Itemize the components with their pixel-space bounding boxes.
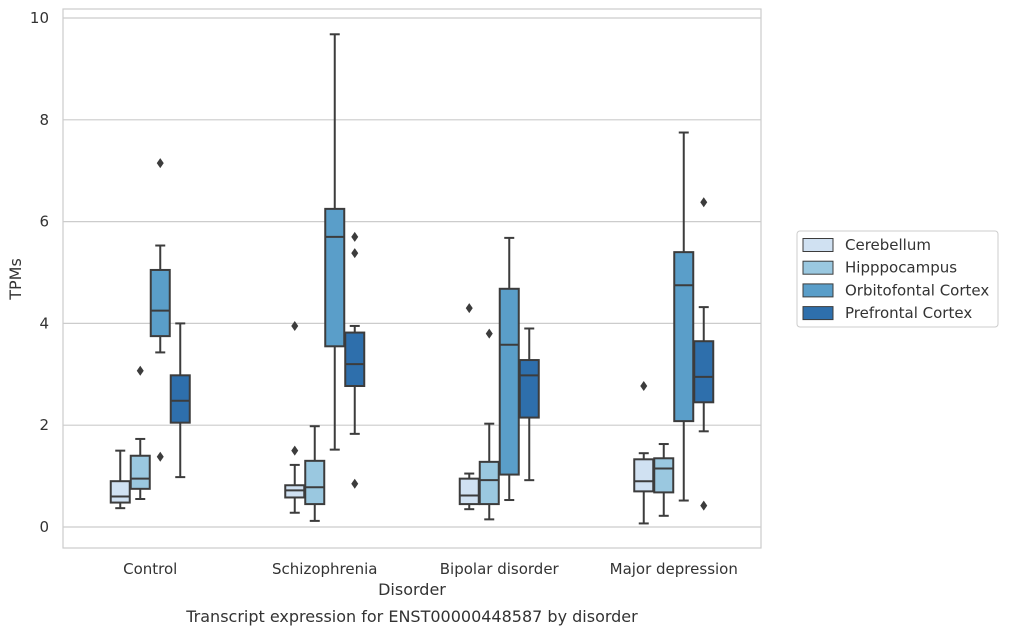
legend-swatch-prefrontal-cortex xyxy=(802,306,834,321)
box-prefrontal-cortex-control xyxy=(169,322,191,479)
box-body xyxy=(324,207,346,348)
box-body xyxy=(633,458,655,493)
box-body xyxy=(304,459,326,506)
outlier-point xyxy=(351,248,359,259)
legend-label-cerebellum: Cerebellum xyxy=(845,236,931,254)
legend-label-prefrontal-cortex: Prefrontal Cortex xyxy=(845,304,972,322)
outlier-point xyxy=(136,365,144,376)
y-axis-label: TPMs xyxy=(6,258,25,301)
box-prefrontal-cortex-major-depression xyxy=(693,197,715,511)
legend-swatch-cerebellum xyxy=(802,238,834,252)
x-tick-label-schizophrenia: Schizophrenia xyxy=(272,560,377,578)
box-hipppocampus-major-depression xyxy=(653,443,675,517)
box-body xyxy=(498,287,520,476)
plot-area-frame xyxy=(62,8,762,549)
y-tick-label-8: 8 xyxy=(39,111,49,129)
y-tick-label-6: 6 xyxy=(39,213,49,231)
box-prefrontal-cortex-bipolar-disorder xyxy=(518,327,540,482)
y-tick-label-0: 0 xyxy=(39,518,49,536)
x-axis-label: Disorder xyxy=(378,580,446,599)
box-cerebellum-bipolar-disorder xyxy=(458,303,480,511)
box-body xyxy=(129,454,151,490)
legend-label-hipppocampus: Hipppocampus xyxy=(845,259,957,277)
outlier-point xyxy=(351,478,359,489)
box-hipppocampus-bipolar-disorder xyxy=(478,328,500,521)
legend: Cerebellum Hipppocampus Orbitofontal Corte… xyxy=(796,230,999,328)
box-hipppocampus-schizophrenia xyxy=(304,425,326,522)
box-body xyxy=(344,331,366,388)
outlier-point xyxy=(700,197,708,208)
x-tick-label-bipolar-disorder: Bipolar disorder xyxy=(440,560,560,578)
x-tick-label-major-depression: Major depression xyxy=(610,560,738,578)
box-orbitofontal-cortex-schizophrenia xyxy=(324,33,346,451)
outlier-point xyxy=(700,500,708,511)
outlier-point xyxy=(291,320,299,331)
y-tick-label-2: 2 xyxy=(39,416,49,434)
outlier-point xyxy=(291,445,299,456)
legend-label-orbitofontal-cortex: Orbitofontal Cortex xyxy=(845,281,989,299)
legend-swatch-orbitofontal-cortex xyxy=(802,283,834,298)
box-cerebellum-schizophrenia xyxy=(284,320,306,514)
outlier-point xyxy=(465,303,473,314)
box-body xyxy=(478,460,500,506)
box-orbitofontal-cortex-control xyxy=(149,158,171,462)
outlier-point xyxy=(351,231,359,242)
box-hipppocampus-control xyxy=(129,365,151,501)
box-body xyxy=(109,480,131,504)
box-body xyxy=(284,484,306,499)
box-body xyxy=(149,268,171,338)
legend-frame xyxy=(796,230,999,328)
box-orbitofontal-cortex-bipolar-disorder xyxy=(498,236,520,502)
x-axis-ticks: Control Schizophrenia Bipolar disorder Majo… xyxy=(123,560,738,578)
box-body xyxy=(653,457,675,494)
x-tick-label-control: Control xyxy=(123,560,177,578)
y-tick-label-10: 10 xyxy=(30,9,49,27)
box-body xyxy=(169,374,191,424)
outlier-point xyxy=(156,451,164,462)
box-body xyxy=(673,251,695,423)
outlier-point xyxy=(156,158,164,169)
box-body xyxy=(693,340,715,404)
box-body xyxy=(458,477,480,506)
box-body xyxy=(518,359,540,419)
box-cerebellum-major-depression xyxy=(633,381,655,525)
box-layer xyxy=(109,33,715,525)
box-prefrontal-cortex-schizophrenia xyxy=(344,231,366,489)
chart-title: Transcript expression for ENST0000044858… xyxy=(185,607,638,626)
outlier-point xyxy=(485,328,493,339)
legend-swatch-hipppocampus xyxy=(802,260,834,275)
y-axis-ticks: 0 2 4 6 8 10 xyxy=(30,9,49,536)
box-cerebellum-control xyxy=(109,449,131,510)
y-tick-label-4: 4 xyxy=(39,314,49,332)
outlier-point xyxy=(640,381,648,392)
box-orbitofontal-cortex-major-depression xyxy=(673,131,695,502)
